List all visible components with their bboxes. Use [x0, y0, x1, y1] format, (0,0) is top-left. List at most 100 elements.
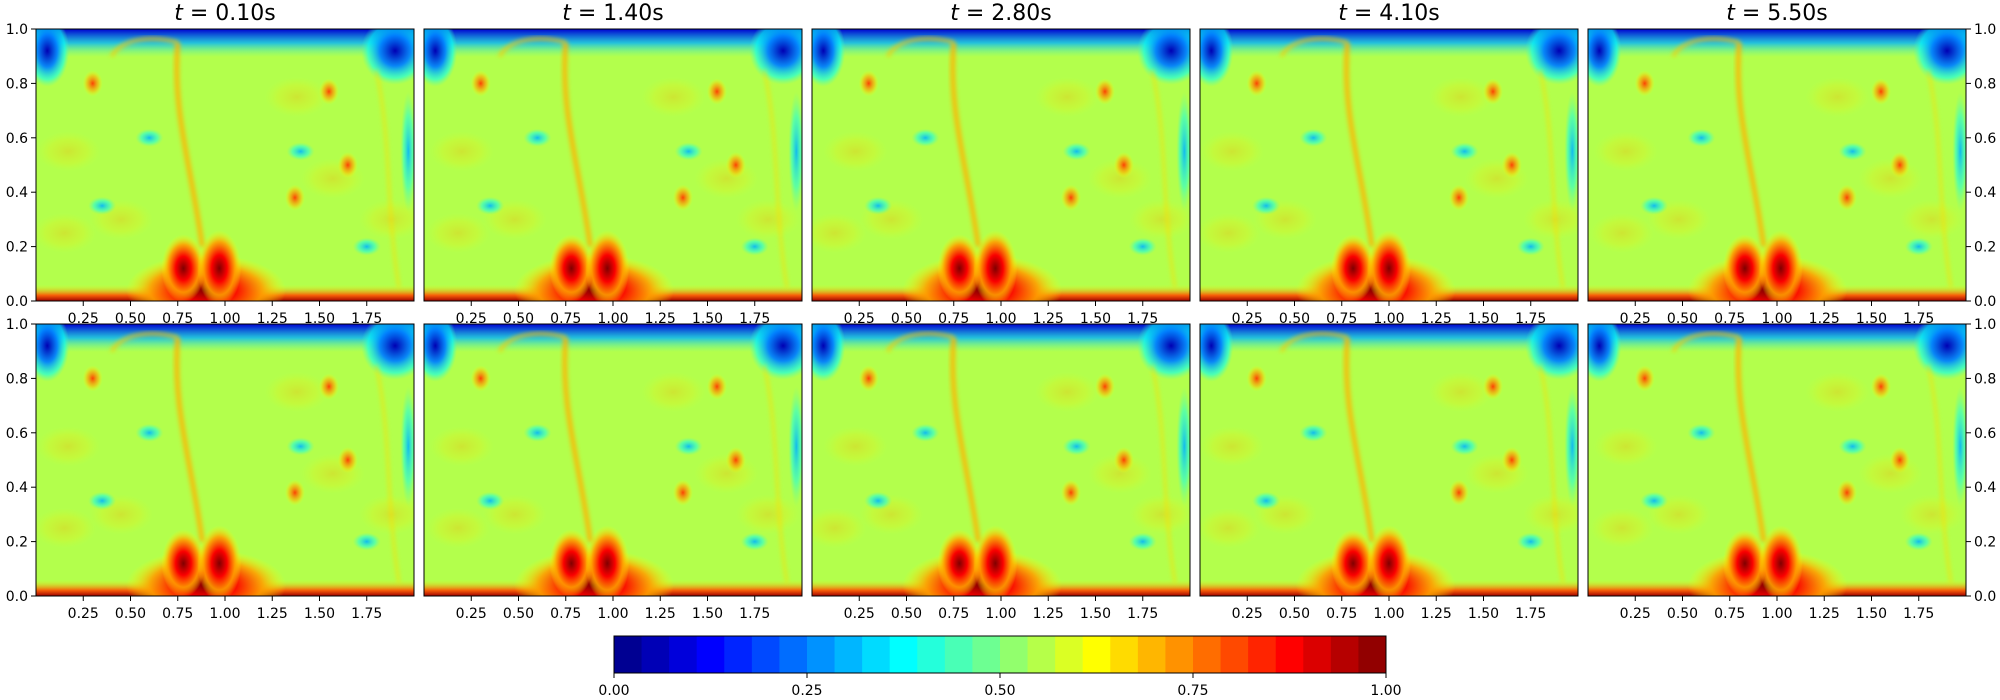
field-patch: [429, 131, 494, 172]
cool-eddy: [864, 491, 893, 510]
rising-plume-stem: [950, 337, 981, 542]
colorbar-segment: [614, 636, 643, 673]
warm-eddy: [1836, 479, 1857, 506]
x-tick-label: 0.75: [550, 606, 581, 622]
cold-corner-plume: [749, 29, 802, 85]
x-tick-label: 1.50: [692, 311, 723, 327]
colorbar-segment: [944, 636, 973, 673]
warm-eddy: [1113, 447, 1134, 473]
x-tick-label: 0.75: [938, 311, 969, 327]
cold-corner-plume: [36, 324, 70, 382]
rising-plume-stem: [1343, 337, 1375, 542]
cold-corner-plume: [424, 29, 458, 87]
warm-eddy: [318, 373, 339, 400]
x-tick-label: 1.75: [739, 311, 770, 327]
side-plume-stem: [1538, 69, 1565, 288]
hot-plume-lobe: [973, 525, 1018, 596]
y-tick-label: 0.8: [6, 371, 28, 387]
x-tick-label: 0.50: [1667, 311, 1698, 327]
x-tick-label: 0.25: [456, 606, 487, 622]
heatmap-panel: 0.25 0.50 0.75 1.00 1.25 1.50 1.75: [423, 28, 803, 327]
field-patch: [1129, 494, 1190, 535]
field-patch: [1805, 372, 1870, 412]
x-tick-label: 1.75: [351, 311, 382, 327]
y-tick-label: 1.0: [6, 317, 28, 333]
title-symbol: t: [1726, 1, 1736, 26]
cool-eddy: [1299, 128, 1328, 147]
y-tick-label: 0.0: [1974, 294, 1996, 310]
cool-eddy: [476, 196, 505, 215]
field-patch: [359, 494, 414, 535]
cold-top-layer: [1588, 29, 1966, 57]
x-tick-label: 0.25: [1232, 606, 1263, 622]
hot-plume-lobe: [973, 230, 1018, 301]
y-tick-label: 0.6: [6, 131, 28, 147]
x-tick-label: 1.00: [597, 606, 628, 622]
warm-eddy: [672, 184, 693, 211]
colorbar-segment: [1027, 636, 1056, 673]
x-tick-label: 1.75: [1515, 606, 1546, 622]
rising-plume-stem: [1735, 337, 1767, 542]
x-tick-label: 0.75: [1326, 311, 1357, 327]
cool-eddy: [1904, 532, 1933, 551]
field-patch: [812, 213, 867, 253]
cold-wall-plume: [400, 386, 414, 507]
x-tick-label: 1.75: [1903, 606, 1934, 622]
hot-plume-lobe: [197, 230, 242, 301]
hot-plume-lobe: [1722, 529, 1767, 596]
hot-plume-lobe: [1331, 234, 1376, 301]
field-patch: [735, 199, 800, 240]
x-tick-label: 1.25: [1033, 311, 1064, 327]
y-tick-label: 0.0: [1974, 589, 1996, 605]
cold-wall-plume: [1176, 91, 1190, 212]
cool-eddy: [1838, 437, 1867, 456]
y-tick-label: 0.4: [1974, 480, 1996, 496]
x-tick-label: 1.25: [1809, 606, 1840, 622]
x-tick-label: 0.25: [1232, 311, 1263, 327]
temperature-field: [1588, 29, 1966, 301]
x-tick-label: 1.50: [304, 606, 335, 622]
x-tick-label: 1.00: [1761, 311, 1792, 327]
field-patch: [1200, 213, 1261, 253]
colorbar-segment: [724, 636, 753, 673]
cold-top-layer: [424, 324, 802, 352]
heatmap-panel: 0.25 0.50 0.75 1.00 1.25 1.50 1.75 0.0 0.2 0.4 0.6…: [6, 317, 415, 622]
warm-eddy: [1448, 479, 1469, 506]
heatmap-panel: 0.25 0.50 0.75 1.00 1.25 1.50 1.75 0.0 0.2 0.4 0.6…: [1587, 317, 1996, 622]
x-tick-label: 0.50: [503, 311, 534, 327]
plume-cap: [109, 36, 179, 58]
field-patch: [1035, 77, 1100, 117]
cold-top-layer: [1588, 324, 1966, 352]
cool-eddy: [523, 423, 552, 442]
colorbar-segment: [751, 636, 780, 673]
cool-eddy: [1516, 532, 1545, 551]
colorbar-segment: [1303, 636, 1332, 673]
cool-eddy: [1450, 437, 1479, 456]
cool-eddy: [1299, 423, 1328, 442]
field-patch: [1805, 77, 1870, 117]
warm-eddy: [1501, 447, 1522, 473]
side-plume-stem: [762, 69, 789, 288]
warm-eddy: [725, 447, 746, 473]
hot-plume-lobe: [161, 234, 206, 301]
x-tick-label: 0.75: [1714, 311, 1745, 327]
colorbar-segment: [1330, 636, 1359, 673]
y-tick-label: 0.0: [6, 589, 28, 605]
field-patch: [1899, 199, 1964, 240]
cool-eddy: [674, 142, 703, 161]
cold-wall-plume: [1564, 91, 1578, 212]
side-plume-stem: [1538, 364, 1565, 583]
y-tick-label: 0.2: [6, 240, 28, 256]
x-tick-label: 1.25: [1809, 311, 1840, 327]
x-tick-label: 0.25: [1620, 606, 1651, 622]
field-patch: [426, 213, 491, 253]
warm-eddy: [1094, 373, 1115, 400]
field-patch: [1590, 213, 1655, 253]
field-patch: [1899, 494, 1964, 535]
cold-wall-plume: [1952, 91, 1966, 212]
plume-cap: [1279, 36, 1348, 58]
side-plume-stem: [374, 69, 401, 288]
warm-eddy: [284, 184, 305, 211]
field-patch: [1590, 508, 1655, 548]
field-patch: [823, 426, 888, 467]
